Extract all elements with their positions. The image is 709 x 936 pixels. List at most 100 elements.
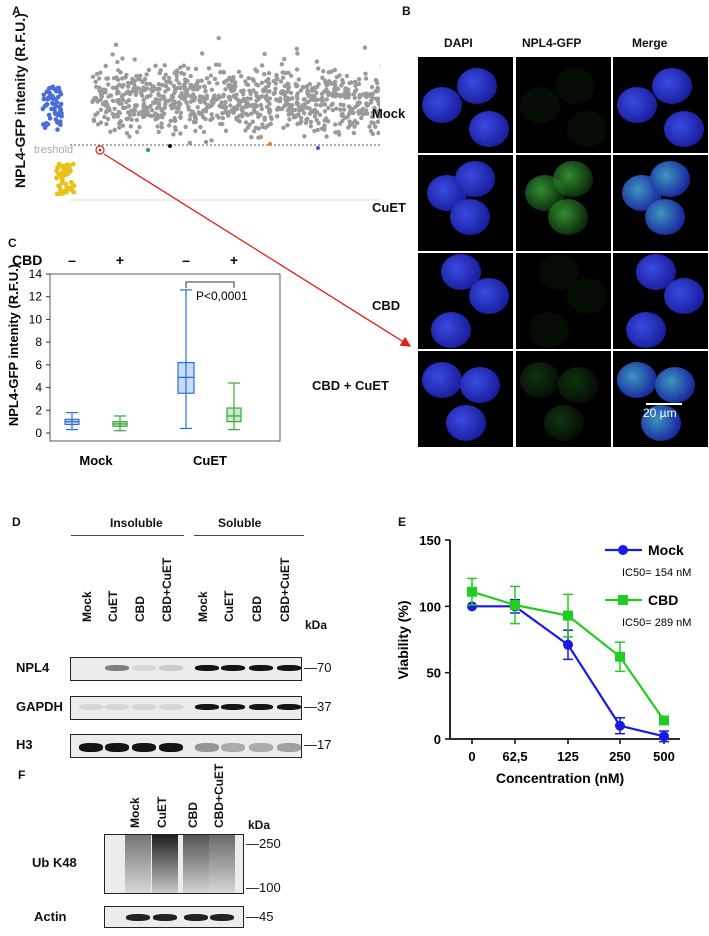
cbd-sign: +: [116, 252, 124, 268]
scatter-point: [104, 76, 109, 81]
scatter-point: [290, 107, 295, 113]
scatter-point: [374, 78, 379, 84]
scatter-point: [112, 127, 117, 133]
legend-marker: [618, 595, 628, 605]
scatter-point: [334, 106, 339, 111]
blot-band: [126, 914, 150, 921]
scatter-point: [209, 138, 214, 143]
scatter-point: [286, 102, 291, 107]
scatter-point: [347, 104, 352, 110]
insoluble-label: Insoluble: [110, 516, 163, 530]
scatter-point: [106, 82, 111, 87]
box-cuet: [177, 289, 195, 430]
scatter-point: [292, 113, 297, 119]
scatter-point: [266, 83, 271, 89]
arrow-line: [103, 153, 412, 347]
scatter-point: [308, 124, 313, 129]
scatter-point: [301, 85, 306, 90]
scatter-point: [338, 107, 343, 112]
scatter-point: [247, 88, 252, 94]
scatter-point: [261, 89, 266, 94]
scatter-point: [338, 102, 343, 107]
scatter-point: [251, 78, 256, 83]
scatter-point: [149, 108, 155, 113]
scatter-point: [337, 132, 342, 137]
scatter-point: [243, 120, 249, 125]
scatter-point: [105, 116, 111, 122]
scatter-point: [259, 106, 264, 112]
scatter-point: [228, 86, 233, 91]
panel-a-scatter: [40, 36, 380, 201]
scatter-point: [127, 134, 132, 139]
scatter-point: [280, 70, 285, 75]
scatter-point: [120, 83, 125, 88]
scatter-point: [363, 91, 369, 96]
scatter-point: [296, 112, 301, 117]
scatter-point: [365, 102, 371, 108]
scatter-point-blue: [51, 86, 56, 91]
nucleus: [450, 199, 491, 236]
scatter-point: [217, 95, 222, 100]
scatter-point: [172, 115, 177, 121]
scatter-point: [142, 108, 148, 114]
scatter-point: [271, 78, 276, 84]
scatter-point: [294, 67, 300, 72]
scatter-point: [321, 69, 326, 74]
smear: [125, 835, 151, 893]
scatter-point: [178, 110, 184, 116]
scatter-point: [212, 76, 218, 82]
scatter-point: [176, 105, 181, 110]
scatter-point: [221, 70, 227, 75]
scatter-point: [158, 97, 163, 102]
scatter-point: [324, 87, 329, 92]
scatter-point: [94, 71, 100, 77]
smear: [183, 835, 209, 893]
scatter-point: [258, 112, 263, 118]
scatter-point: [340, 78, 345, 83]
scatter-point-blue: [58, 101, 64, 107]
scatter-point-yellow: [55, 165, 61, 171]
y-tick-label: 100: [419, 599, 441, 614]
scatter-point: [347, 111, 352, 117]
scatter-point: [207, 80, 212, 85]
scatter-point-blue: [42, 125, 48, 131]
lane-label: CBD+CuET: [160, 557, 174, 622]
scatter-point: [300, 103, 305, 108]
scatter-point: [276, 98, 281, 104]
cbd-row-label: CBD: [12, 252, 42, 268]
scatter-point: [225, 77, 231, 82]
scatter-point: [98, 107, 104, 113]
scatter-point: [364, 110, 369, 116]
column-header-merge: Merge: [632, 36, 668, 50]
scatter-point: [370, 110, 375, 115]
scatter-point: [352, 95, 357, 101]
blot-band: [249, 704, 273, 710]
scatter-point: [305, 88, 310, 93]
scatter-point: [239, 88, 244, 94]
scatter-point: [369, 114, 375, 119]
blot-band: [277, 665, 301, 671]
scatter-point: [353, 83, 358, 88]
panel-letter-a: A: [12, 4, 21, 18]
scatter-point: [134, 103, 139, 108]
scatter-point-blue: [57, 121, 63, 126]
scatter-point: [116, 68, 121, 73]
scatter-point: [126, 84, 131, 89]
scatter-point-blue: [51, 101, 56, 107]
scatter-point: [117, 125, 122, 130]
scatter-point: [156, 104, 162, 110]
scatter-point: [266, 71, 272, 76]
legend-label: CBD: [648, 592, 678, 608]
scatter-point: [329, 102, 334, 108]
scatter-point: [116, 98, 122, 103]
scatter-point: [188, 82, 193, 88]
scatter-point: [110, 85, 116, 90]
data-point-mock: [563, 639, 573, 650]
data-point-mock: [615, 720, 625, 731]
nucleus: [616, 87, 657, 123]
scatter-point: [208, 117, 213, 123]
scatter-point: [369, 84, 375, 90]
ic50-label: IC50= 154 nM: [622, 567, 691, 579]
scatter-point: [153, 117, 158, 122]
scatter-point: [218, 121, 223, 127]
